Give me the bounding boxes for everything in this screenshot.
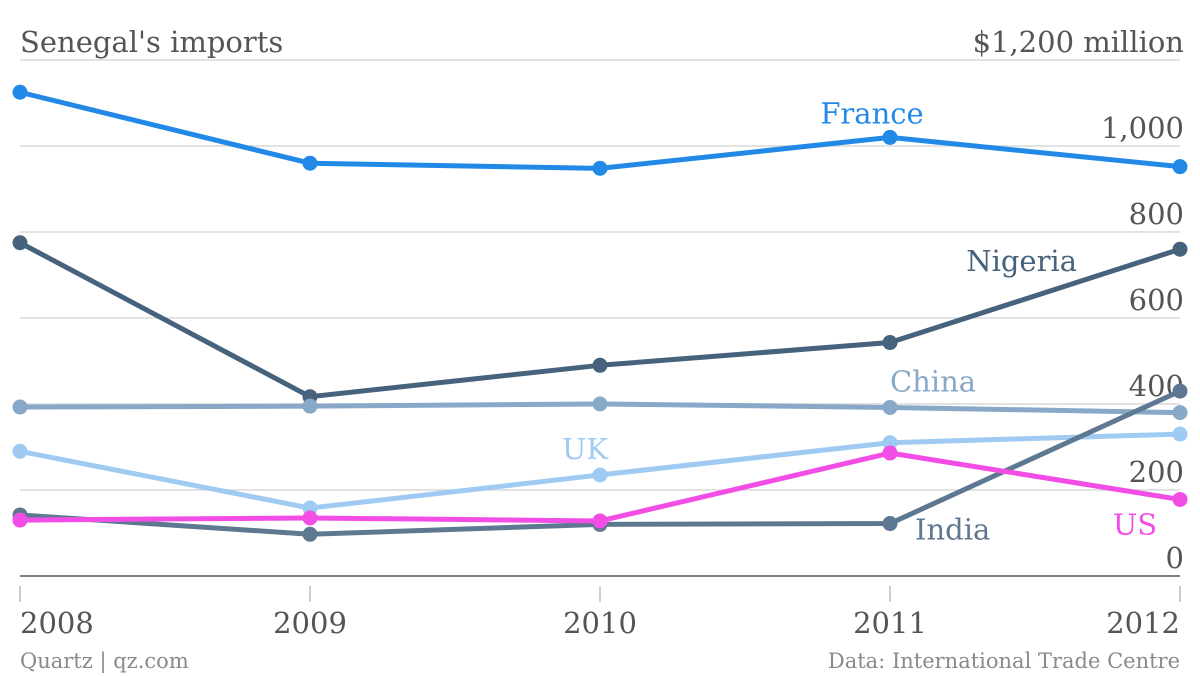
data-point-nigeria [882,335,898,351]
series-label-france: France [820,96,923,130]
data-point-uk [1172,426,1188,442]
series-label-nigeria: Nigeria [966,244,1077,278]
y-tick-label: 800 [1129,197,1184,231]
data-point-us [882,445,898,461]
data-point-nigeria [1172,241,1188,257]
x-tick-label: 2011 [853,606,927,640]
series-lines [12,84,1188,542]
data-point-india [302,526,318,542]
y-tick-label: 1,000 [1101,111,1184,145]
series-label-india: India [915,513,990,547]
data-point-china [592,396,608,412]
data-point-uk [882,435,898,451]
data-point-us [1172,491,1188,507]
data-point-us [592,513,608,529]
data-point-india [1172,383,1188,399]
footer-source-right: Data: International Trade Centre [828,649,1180,673]
data-point-france [302,155,318,171]
data-point-china [1172,405,1188,421]
series-labels: France Nigeria China UK India US [562,96,1157,546]
y-tick-label: 600 [1129,283,1184,317]
y-axis-unit-label: $1,200 million [973,25,1184,59]
data-point-uk [592,467,608,483]
data-point-china [12,399,28,415]
series-label-uk: UK [562,432,609,466]
data-point-france [592,160,608,176]
x-tick-label: 2012 [1106,606,1180,640]
series-line-france [17,89,1183,171]
data-point-france [1172,159,1188,175]
series-label-china: China [890,364,976,398]
data-point-nigeria [592,357,608,373]
data-point-us [12,512,28,528]
footer-source-left: Quartz | qz.com [20,649,189,674]
data-point-us [302,510,318,526]
data-point-india [882,516,898,532]
data-point-uk [12,443,28,459]
data-point-nigeria [12,235,28,251]
x-tick-label: 2009 [273,606,347,640]
y-tick-label: 0 [1166,541,1184,575]
data-point-china [302,398,318,414]
x-axis-ticks: 2008 2009 2010 2011 2012 [19,586,1181,640]
data-point-france [12,84,28,100]
series-label-us: US [1113,507,1157,541]
data-point-france [882,129,898,145]
chart-title: Senegal's imports [20,25,283,59]
x-tick-label: 2010 [563,606,637,640]
x-tick-label: 2008 [20,606,94,640]
y-tick-label: 200 [1129,455,1184,489]
data-point-china [882,399,898,415]
